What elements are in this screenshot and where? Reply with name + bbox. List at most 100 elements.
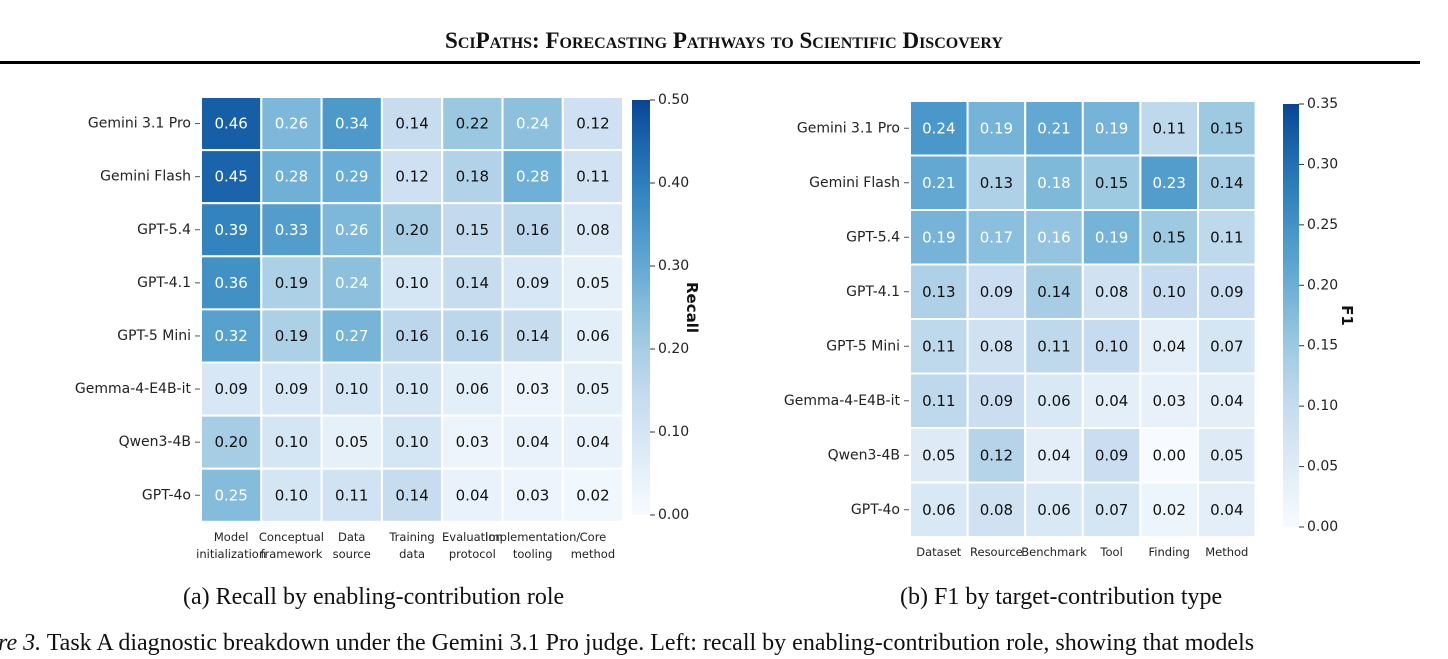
heatmap-cell-b: [1139, 372, 1200, 429]
cell-value-a: 0.05: [576, 274, 609, 292]
cell-value-b: 0.04: [1037, 446, 1070, 464]
column-label-a: data: [399, 547, 425, 561]
cell-value-a: 0.20: [395, 221, 428, 239]
column-label-a: initialization: [196, 547, 266, 561]
heatmap-cell-a: [561, 467, 625, 523]
column-label-a: source: [333, 547, 371, 561]
heatmap-cell-a: [561, 308, 625, 364]
cell-value-a: 0.20: [214, 433, 247, 451]
column-label-b: Benchmark: [1021, 545, 1087, 559]
cell-value-a: 0.24: [335, 274, 368, 292]
cell-value-a: 0.19: [275, 327, 308, 345]
cell-value-a: 0.05: [576, 380, 609, 398]
heatmap-cell-a: [441, 467, 504, 523]
cell-value-a: 0.09: [275, 380, 308, 398]
cell-value-a: 0.27: [335, 327, 368, 345]
heatmap-cell-b: [909, 481, 969, 538]
cell-value-b: 0.23: [1152, 174, 1185, 192]
cell-value-a: 0.19: [275, 274, 308, 292]
colorbar-tick-label-a: 0.00: [658, 507, 689, 523]
cell-value-b: 0.02: [1152, 501, 1185, 519]
heatmap-cell-b: [1197, 154, 1257, 211]
heatmap-cell-a: [380, 202, 444, 258]
heatmap-cell-b: [1197, 318, 1257, 375]
cell-value-a: 0.32: [214, 327, 247, 345]
cell-value-b: 0.09: [980, 392, 1013, 410]
cell-value-a: 0.15: [456, 221, 489, 239]
cell-value-a: 0.25: [214, 486, 247, 504]
cell-value-a: 0.16: [516, 221, 549, 239]
row-label-b: Gemma-4-E4B-it: [784, 393, 901, 409]
row-label-b: GPT-5 Mini: [826, 338, 900, 354]
cell-value-a: 0.03: [516, 380, 549, 398]
cell-value-a: 0.26: [275, 115, 308, 133]
cell-value-b: 0.21: [1037, 119, 1070, 137]
cell-value-b: 0.05: [1210, 446, 1243, 464]
colorbar-tick-label-b: 0.10: [1307, 398, 1338, 414]
colorbar-tick-label-b: 0.05: [1307, 459, 1338, 475]
cell-value-b: 0.08: [1095, 283, 1128, 301]
cell-value-b: 0.15: [1152, 228, 1185, 246]
colorbar-tick-label-b: 0.30: [1307, 156, 1338, 172]
colorbar-tick-label-a: 0.30: [658, 258, 689, 274]
cell-value-b: 0.04: [1210, 501, 1243, 519]
heatmap-cell-b: [1024, 100, 1084, 157]
cell-value-a: 0.02: [576, 486, 609, 504]
cell-value-a: 0.11: [335, 486, 368, 504]
cell-value-a: 0.08: [576, 221, 609, 239]
cell-value-b: 0.07: [1210, 337, 1243, 355]
colorbar-b: [1283, 104, 1299, 527]
heatmap-cell-a: [501, 308, 564, 364]
column-label-b: Tool: [1099, 545, 1122, 559]
heatmap-cell-b: [1197, 481, 1257, 538]
cell-value-b: 0.04: [1095, 392, 1128, 410]
colorbar-title-b: F1: [1338, 305, 1356, 326]
cell-value-a: 0.14: [456, 274, 489, 292]
cell-value-b: 0.06: [1037, 392, 1070, 410]
cell-value-a: 0.10: [395, 433, 428, 451]
cell-value-a: 0.04: [456, 486, 489, 504]
heatmap-cell-a: [200, 255, 263, 311]
cell-value-a: 0.45: [214, 168, 247, 186]
colorbar-tick-label-b: 0.20: [1307, 277, 1338, 293]
cell-value-b: 0.06: [1037, 501, 1070, 519]
cell-value-a: 0.24: [516, 115, 549, 133]
colorbar-tick-label-a: 0.10: [658, 424, 689, 440]
cell-value-b: 0.10: [1152, 283, 1185, 301]
heatmap-cell-a: [200, 96, 263, 152]
cell-value-a: 0.26: [335, 221, 368, 239]
column-label-b: Resource: [970, 545, 1023, 559]
cell-value-b: 0.09: [1095, 446, 1128, 464]
column-label-b: Finding: [1149, 545, 1190, 559]
figure-caption-text: Task A diagnostic breakdown under the Ge…: [46, 630, 1255, 656]
cell-value-b: 0.11: [922, 392, 955, 410]
figure-caption: ure 3. Task A diagnostic breakdown under…: [0, 630, 1254, 657]
heatmap-cell-b: [966, 263, 1027, 320]
cell-value-b: 0.11: [1210, 228, 1243, 246]
cell-value-a: 0.22: [456, 115, 489, 133]
heatmap-cell-a: [380, 467, 444, 523]
cell-value-b: 0.11: [1152, 119, 1185, 137]
subcaption-a: (a) Recall by enabling-contribution role: [183, 584, 565, 610]
cell-value-b: 0.19: [980, 119, 1013, 137]
cell-value-a: 0.10: [335, 380, 368, 398]
cell-value-b: 0.00: [1152, 446, 1185, 464]
heatmap-cell-b: [909, 318, 969, 375]
cell-value-a: 0.05: [335, 433, 368, 451]
cell-value-a: 0.12: [395, 168, 428, 186]
column-label-a: Data: [338, 530, 365, 544]
heatmap-cell-b: [1081, 372, 1142, 429]
cell-value-a: 0.14: [516, 327, 549, 345]
cell-value-a: 0.18: [456, 168, 489, 186]
heatmap-cell-b: [1197, 372, 1257, 429]
column-label-a: Evaluation: [442, 530, 503, 544]
cell-value-a: 0.34: [335, 115, 368, 133]
row-label-b: Qwen3-4B: [828, 447, 900, 463]
colorbar-tick-label-b: 0.15: [1307, 338, 1338, 354]
cell-value-b: 0.09: [980, 283, 1013, 301]
running-header-title: SciPaths: Forecasting Pathways to Scient…: [445, 28, 1003, 53]
cell-value-a: 0.14: [395, 115, 428, 133]
row-label-a: GPT-4.1: [137, 275, 191, 291]
column-label-a: Model: [214, 530, 249, 544]
row-label-a: Qwen3-4B: [119, 434, 191, 450]
